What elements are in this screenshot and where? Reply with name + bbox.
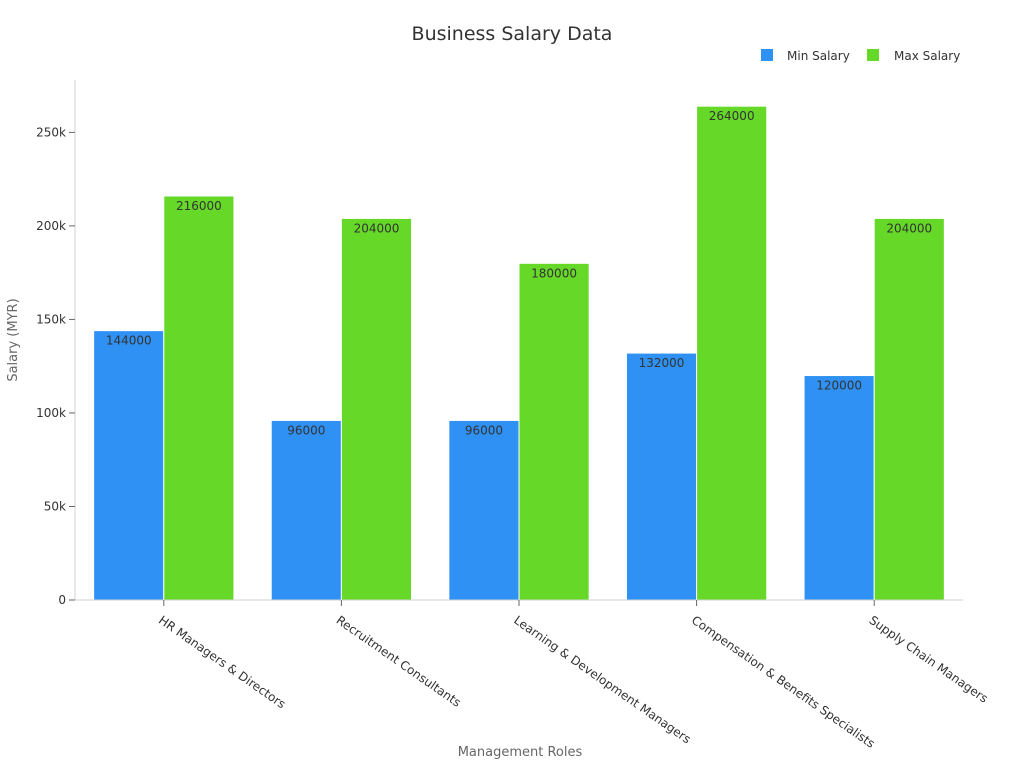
legend-label-min-salary: Min Salary — [787, 49, 850, 63]
y-tick-label: 200k — [36, 219, 66, 233]
x-axis: HR Managers & Directors Recruitment Consu… — [75, 599, 991, 751]
bar-value-label: 204000 — [354, 221, 400, 235]
y-axis: 0 50k 100k 150k 200k 250k — [36, 80, 76, 607]
bar-max-salary — [518, 262, 590, 601]
x-category-label: Learning & Development Managers — [511, 613, 693, 746]
x-category-label: Recruitment Consultants — [334, 613, 464, 710]
y-axis-title: Salary (MYR) — [6, 298, 21, 381]
x-axis-title: Management Roles — [458, 745, 583, 760]
legend-label-max-salary: Max Salary — [894, 49, 960, 63]
bar-min-salary — [625, 352, 698, 601]
y-tick-label: 50k — [44, 499, 66, 513]
bar-max-salary — [163, 195, 235, 601]
bar-min-salary — [448, 419, 520, 601]
x-category-label: Supply Chain Managers — [866, 613, 990, 706]
legend-swatch-min-salary — [761, 49, 773, 61]
bars: 144000 216000 96000 204000 96000 180000 132000… — [93, 105, 945, 601]
bar-min-salary — [93, 330, 165, 601]
y-tick-label: 250k — [36, 125, 66, 139]
bar-value-label: 132000 — [639, 356, 685, 370]
bar-value-label: 216000 — [176, 199, 222, 213]
bar-value-label: 180000 — [531, 266, 577, 280]
bar-value-label: 96000 — [465, 423, 503, 437]
bar-max-salary — [696, 105, 768, 601]
bar-value-label: 144000 — [106, 334, 152, 348]
bar-min-salary — [270, 419, 342, 601]
bar-value-label: 120000 — [816, 379, 862, 393]
bar-value-label: 264000 — [709, 109, 755, 123]
x-category-label: Compensation & Benefits Specialists — [689, 613, 877, 751]
y-tick-label: 150k — [36, 312, 66, 326]
bar-value-label: 96000 — [287, 423, 325, 437]
legend: Min Salary Max Salary — [761, 49, 960, 63]
bar-min-salary — [803, 375, 875, 601]
legend-swatch-max-salary — [867, 49, 879, 61]
bar-value-label: 204000 — [886, 221, 932, 235]
bar-max-salary — [873, 217, 945, 601]
bar-max-salary — [340, 217, 413, 601]
y-tick-label: 0 — [58, 593, 66, 607]
x-category-label: HR Managers & Directors — [156, 613, 288, 711]
chart-title: Business Salary Data — [412, 23, 613, 45]
y-tick-label: 100k — [36, 406, 66, 420]
